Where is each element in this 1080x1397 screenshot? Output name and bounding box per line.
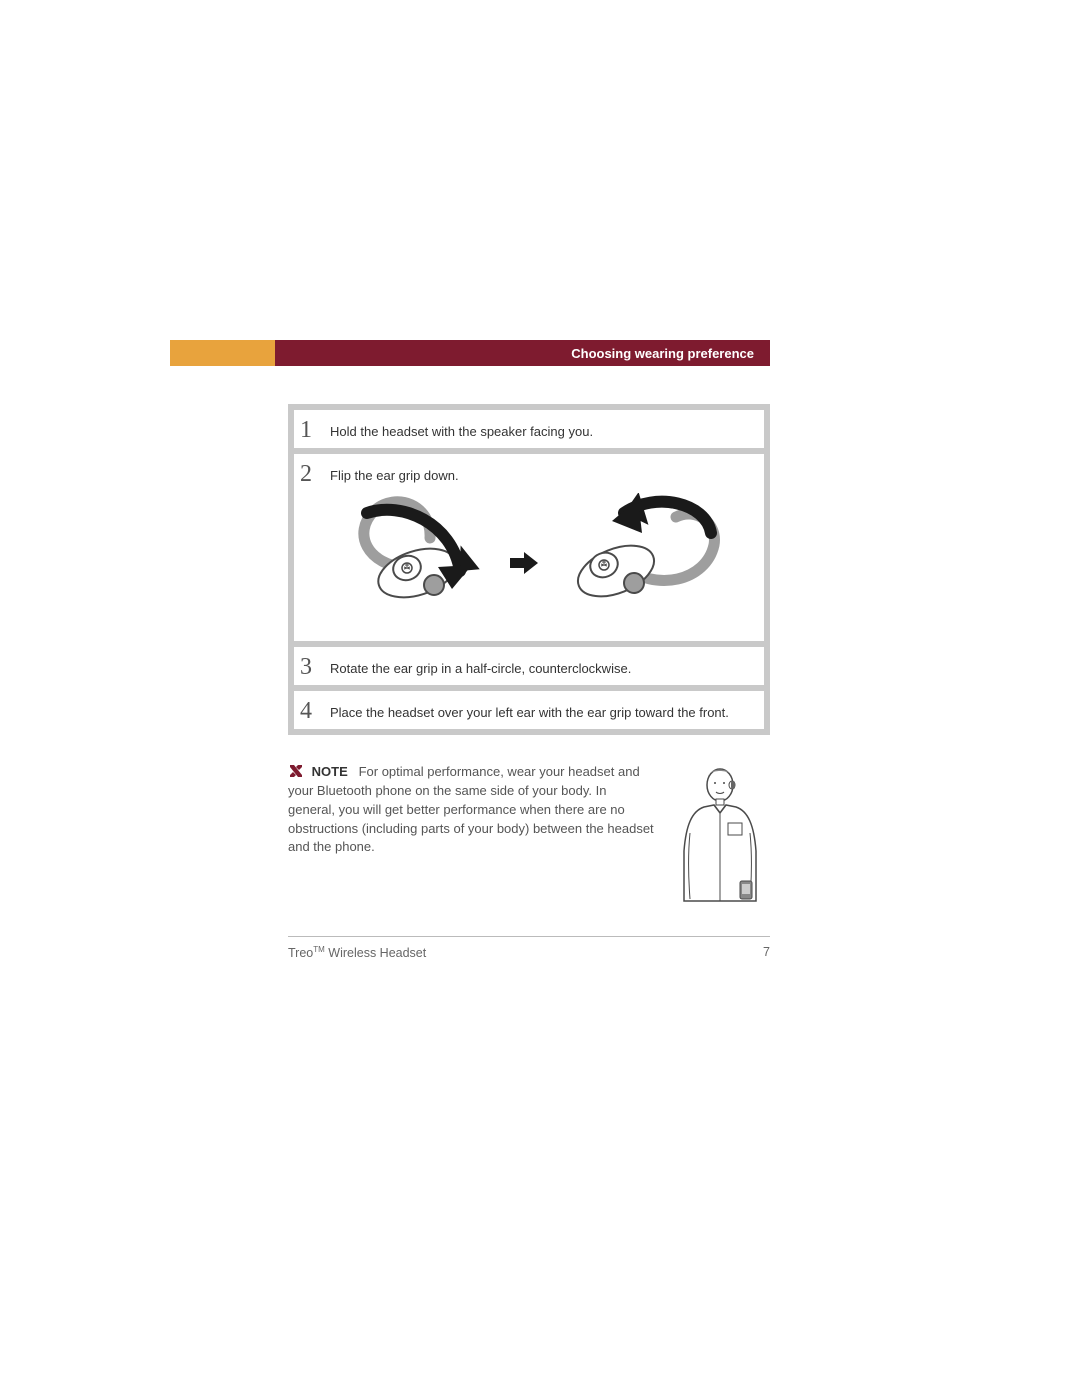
headset-illustration bbox=[300, 490, 758, 635]
header-bar: Choosing wearing preference bbox=[170, 340, 770, 366]
step-number: 3 bbox=[300, 653, 330, 679]
content-area: 1 Hold the headset with the speaker faci… bbox=[170, 366, 770, 960]
arrow-right-icon bbox=[510, 552, 538, 574]
step-number: 4 bbox=[300, 697, 330, 723]
step-text: Flip the ear grip down. bbox=[330, 460, 758, 483]
step-row: 4 Place the headset over your left ear w… bbox=[294, 691, 764, 729]
headset-before-icon bbox=[312, 493, 502, 633]
step-text: Hold the headset with the speaker facing… bbox=[330, 416, 754, 439]
note-paragraph: NOTE For optimal performance, wear your … bbox=[288, 763, 656, 857]
headset-after-icon bbox=[546, 493, 746, 633]
step-text: Place the headset over your left ear wit… bbox=[330, 697, 754, 720]
footer-product: TreoTM Wireless Headset bbox=[288, 945, 426, 960]
steps-box: 1 Hold the headset with the speaker faci… bbox=[288, 404, 770, 735]
header-title-text: Choosing wearing preference bbox=[571, 346, 754, 361]
footer: TreoTM Wireless Headset 7 bbox=[288, 937, 770, 960]
step-text: Rotate the ear grip in a half-circle, co… bbox=[330, 653, 754, 676]
step-number: 1 bbox=[300, 416, 330, 442]
note-label: NOTE bbox=[312, 764, 348, 779]
footer-page-number: 7 bbox=[763, 945, 770, 960]
header-title: Choosing wearing preference bbox=[275, 340, 770, 366]
step-number: 2 bbox=[300, 460, 330, 486]
note-icon bbox=[288, 764, 304, 778]
step-row: 3 Rotate the ear grip in a half-circle, … bbox=[294, 647, 764, 691]
note-block: NOTE For optimal performance, wear your … bbox=[288, 763, 770, 908]
header-orange-block bbox=[170, 340, 275, 366]
person-illustration bbox=[674, 763, 766, 908]
step-row-with-illustration: 2 Flip the ear grip down. bbox=[294, 454, 764, 647]
step-row: 1 Hold the headset with the speaker faci… bbox=[294, 410, 764, 454]
